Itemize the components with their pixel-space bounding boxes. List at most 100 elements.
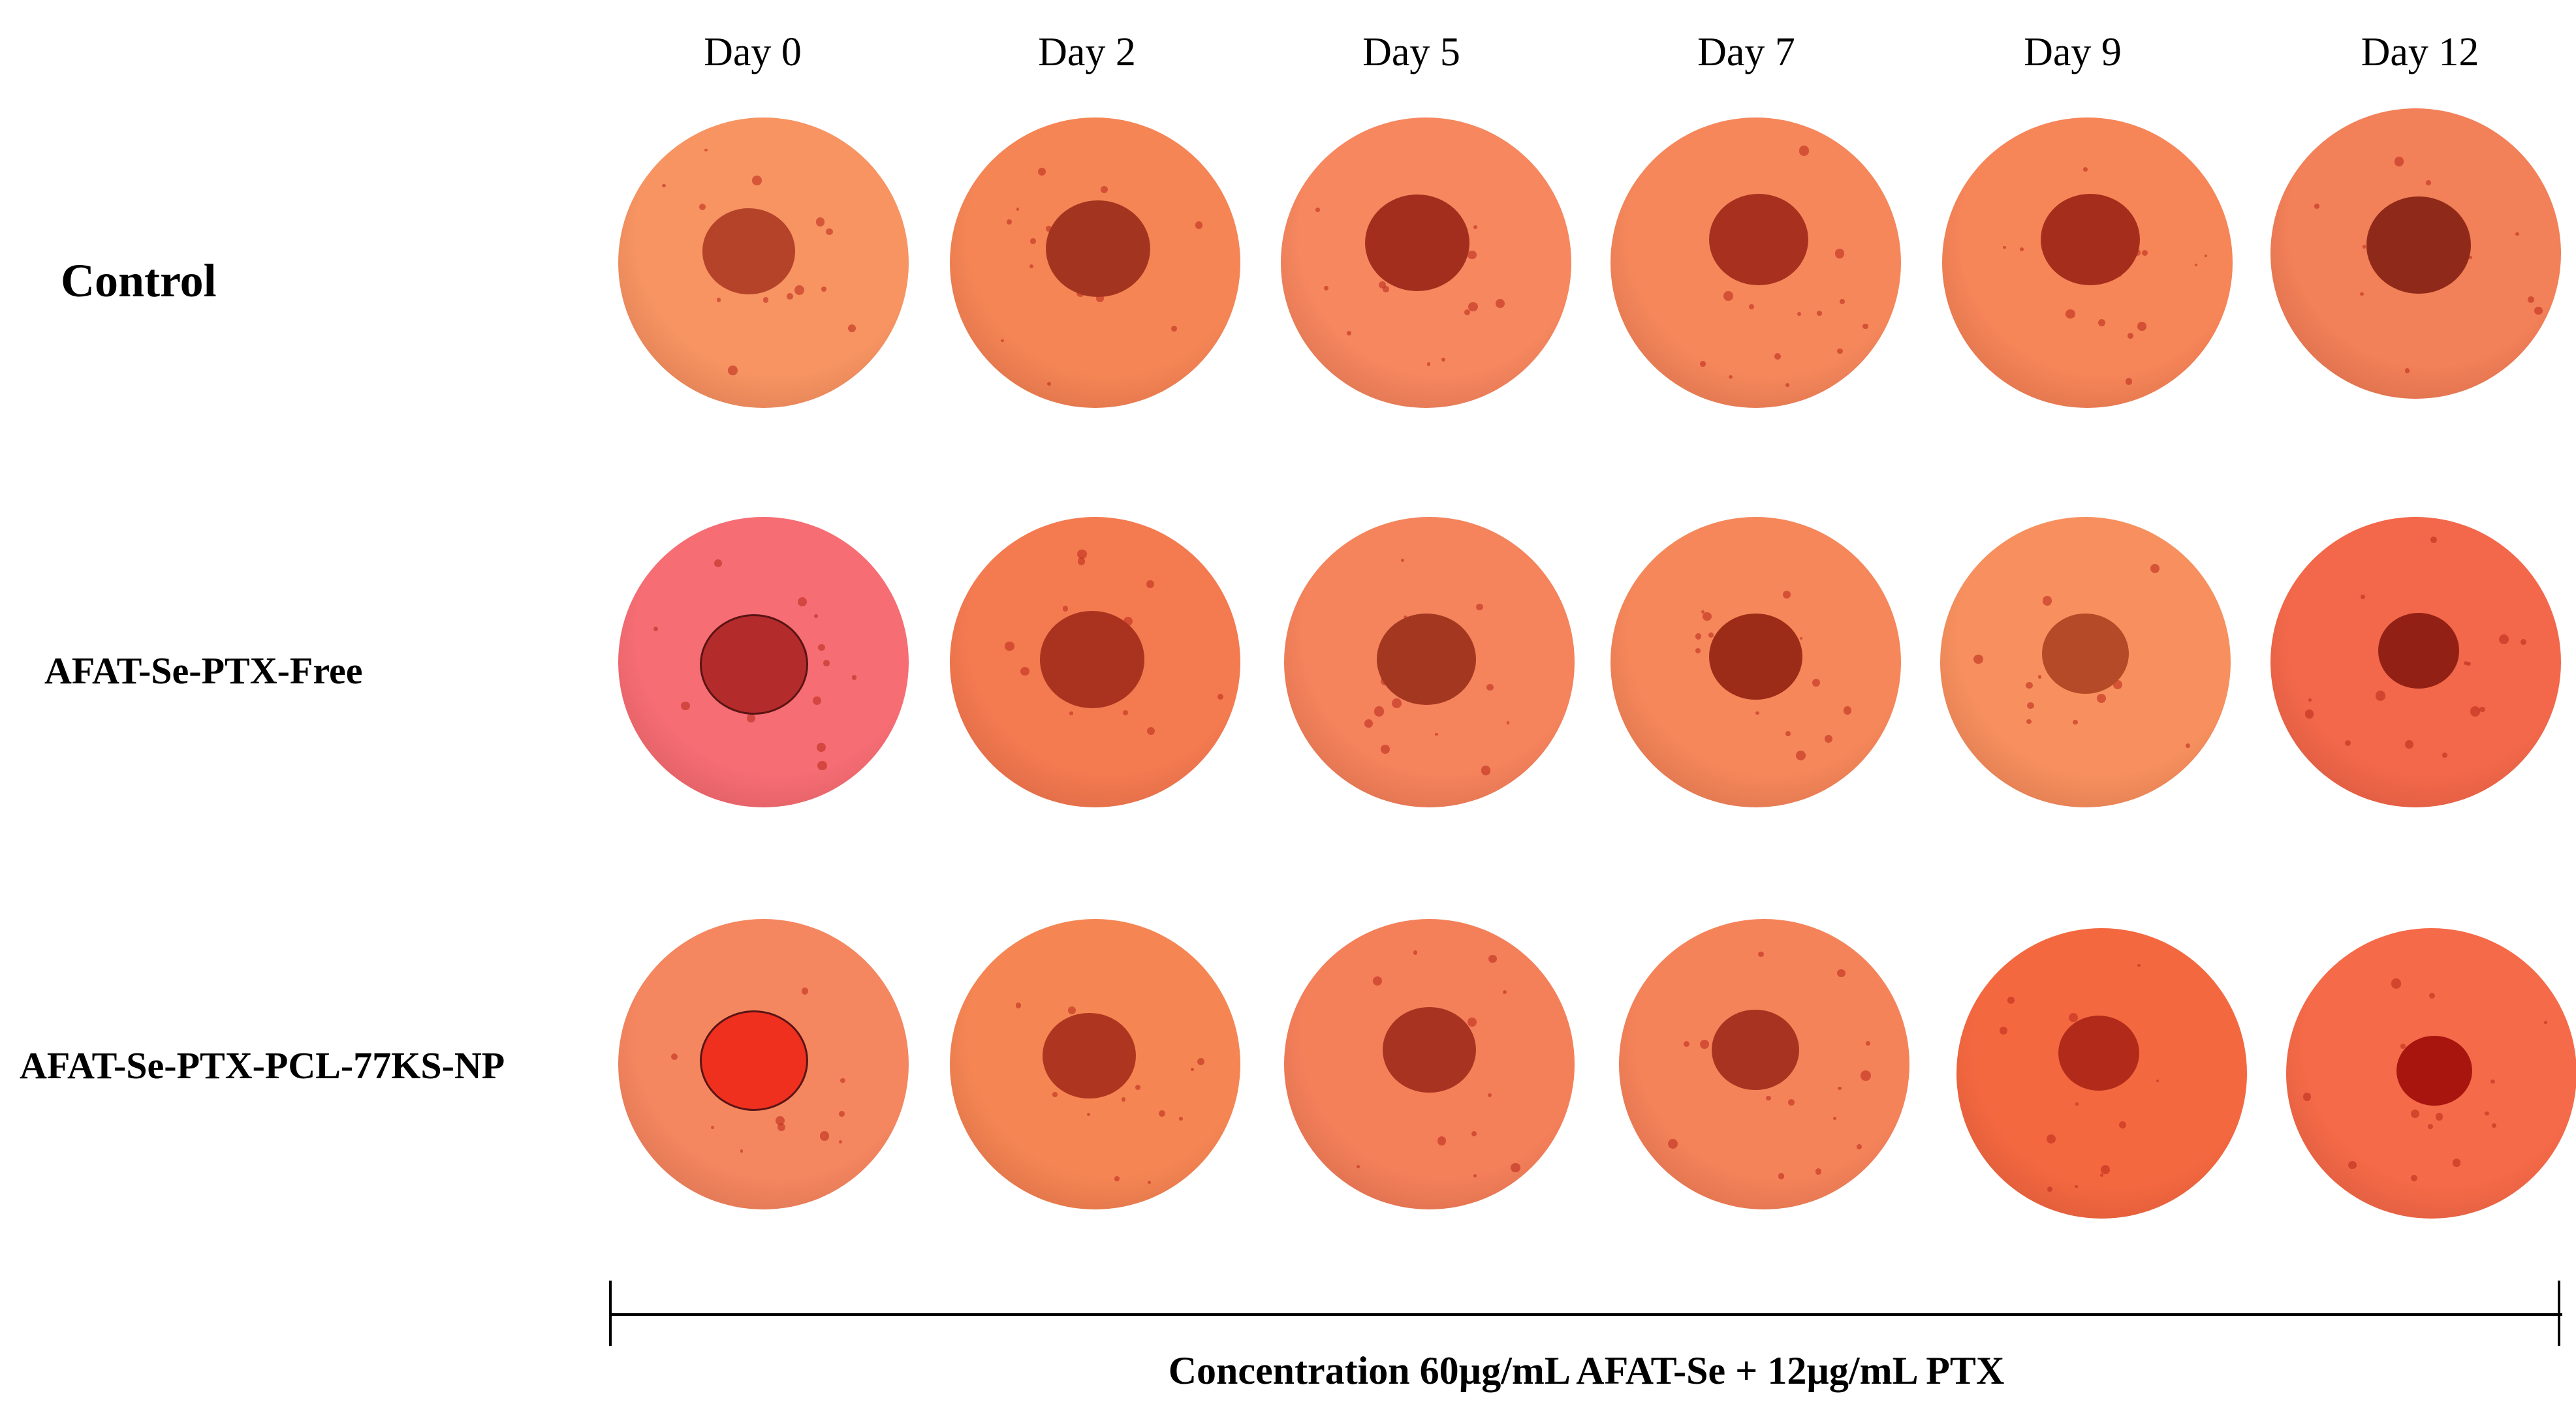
debris-speck [1701, 610, 1705, 614]
debris-speck [1471, 1130, 1477, 1136]
well-image-control-day-2 [950, 117, 1240, 408]
debris-speck [1068, 1006, 1076, 1015]
debris-speck [2026, 681, 2033, 689]
debris-speck [2430, 536, 2437, 543]
debris-speck [812, 696, 822, 705]
debris-speck [2470, 706, 2481, 717]
debris-speck [816, 742, 826, 753]
debris-speck [1695, 647, 1701, 654]
debris-speck [1973, 654, 1983, 664]
debris-speck [728, 366, 738, 375]
debris-speck [2400, 1044, 2406, 1050]
debris-speck [2442, 752, 2448, 758]
debris-speck [746, 714, 756, 723]
debris-speck [1114, 1176, 1120, 1182]
debris-speck [2362, 245, 2366, 249]
debris-speck [2479, 706, 2485, 713]
well-image-np-day-9 [1956, 928, 2247, 1219]
debris-speck [2101, 1165, 2110, 1175]
debris-speck [1087, 1112, 1091, 1116]
spheroid [1709, 194, 1808, 286]
concentration-label: Concentration 60µg/mL AFAT-Se + 12µg/mL … [1168, 1349, 2005, 1392]
debris-speck [775, 1115, 785, 1125]
debris-speck [1441, 358, 1445, 362]
debris-speck [2466, 661, 2471, 666]
debris-speck [1729, 375, 1733, 379]
debris-speck [1703, 612, 1712, 621]
debris-speck [1782, 590, 1791, 599]
debris-speck [1069, 711, 1073, 715]
debris-speck [1062, 605, 1069, 612]
debris-speck [2002, 245, 2006, 249]
debris-speck [1379, 281, 1387, 288]
debris-speck [1748, 304, 1754, 309]
debris-speck [2186, 743, 2191, 748]
debris-speck [1774, 353, 1781, 360]
debris-speck [2000, 1027, 2007, 1035]
debris-speck [1135, 1085, 1140, 1091]
column-header-day-7: Day 7 [1697, 30, 1795, 74]
debris-speck [794, 285, 804, 295]
debris-speck [2375, 691, 2386, 701]
debris-speck [838, 1140, 842, 1144]
debris-speck [1708, 632, 1714, 638]
well-image-control-day-9 [1942, 117, 2233, 408]
debris-speck [1122, 709, 1129, 716]
debris-speck [840, 1078, 845, 1083]
debris-speck [1373, 976, 1383, 986]
debris-speck [801, 988, 808, 995]
debris-speck [1785, 730, 1791, 736]
debris-speck [821, 287, 826, 292]
debris-speck [1506, 721, 1510, 724]
debris-speck [762, 297, 769, 303]
debris-speck [2204, 254, 2207, 258]
debris-speck [2528, 296, 2535, 303]
debris-speck [2468, 255, 2472, 260]
debris-speck [1473, 1174, 1477, 1178]
debris-speck [2391, 978, 2402, 989]
debris-speck [1016, 1003, 1022, 1008]
debris-speck [2544, 1021, 2547, 1024]
debris-speck [1315, 208, 1321, 213]
spheroid [2396, 1035, 2472, 1106]
debris-speck [1837, 969, 1846, 978]
debris-speck [1785, 383, 1789, 388]
debris-speck [2484, 1111, 2489, 1116]
debris-speck [1861, 1070, 1871, 1081]
debris-speck [815, 217, 825, 226]
debris-speck [2344, 740, 2351, 747]
debris-speck [2302, 1093, 2312, 1101]
spheroid [2041, 613, 2129, 694]
debris-speck [2096, 693, 2107, 704]
debris-speck [1029, 264, 1034, 269]
spheroid [702, 208, 796, 294]
debris-speck [1146, 580, 1154, 588]
debris-speck [2463, 661, 2468, 666]
debris-speck [2490, 1080, 2495, 1084]
well-image-free-day-12 [2270, 517, 2561, 807]
debris-speck [1862, 323, 1868, 329]
debris-speck [1502, 989, 1507, 995]
debris-speck [1038, 168, 1046, 176]
debris-speck [1383, 286, 1389, 292]
spheroid [699, 614, 808, 715]
debris-speck [1374, 706, 1385, 717]
well-image-control-day-5 [1281, 117, 1571, 408]
debris-speck [1400, 558, 1405, 563]
debris-speck [653, 627, 658, 631]
debris-speck [699, 203, 706, 210]
debris-speck [1464, 309, 1470, 316]
spheroid [699, 1010, 808, 1112]
column-header-day-5: Day 5 [1362, 30, 1460, 74]
debris-speck [2394, 156, 2404, 166]
debris-speck [752, 176, 762, 185]
debris-speck [2047, 1186, 2053, 1192]
debris-speck [1147, 1180, 1151, 1185]
debris-speck [2075, 1102, 2079, 1106]
well-image-np-day-7 [1619, 919, 1909, 1209]
debris-speck [1016, 208, 1020, 211]
debris-speck [2426, 180, 2432, 186]
debris-speck [787, 292, 793, 300]
debris-speck [2491, 1123, 2496, 1128]
debris-speck [1468, 250, 1477, 259]
